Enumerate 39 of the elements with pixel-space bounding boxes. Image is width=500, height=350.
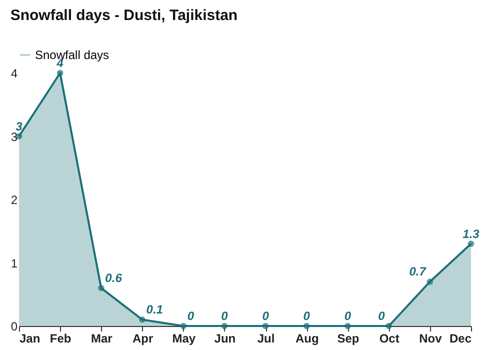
x-tick-label: Feb — [50, 332, 72, 346]
point — [56, 70, 64, 76]
point — [262, 322, 269, 330]
y-tick-label: 1 — [10, 256, 18, 270]
point — [386, 322, 392, 330]
x-tick-label: Oct — [379, 332, 400, 346]
text: 0.1 — [146, 302, 163, 317]
point — [221, 322, 228, 330]
text: 1.3 — [462, 226, 480, 241]
x-tick-label: Nov — [419, 332, 442, 346]
x-tick-label: Jul — [257, 332, 275, 346]
text: 0.6 — [105, 271, 122, 286]
x-tick-label: Aug — [295, 332, 319, 346]
chart-title: Snowfall days - Dusti, Tajikistan — [10, 7, 238, 24]
x-tick-label: May — [172, 332, 196, 346]
point — [344, 322, 351, 330]
y-tick-label: 4 — [10, 66, 18, 80]
x-tick-label: Jan — [20, 332, 40, 346]
y-tick-label: 3 — [10, 130, 18, 144]
y-tick-label: 2 — [10, 193, 18, 207]
y-tick-label: 0 — [10, 320, 18, 334]
text: 0 — [303, 309, 310, 323]
x-tick-label: Jun — [214, 332, 236, 346]
text: 0 — [344, 309, 352, 323]
point — [426, 278, 434, 285]
point — [468, 240, 474, 247]
x-tick-label: Dec — [449, 332, 472, 346]
text: 0 — [378, 309, 385, 323]
x-tick-label: Sep — [337, 332, 360, 346]
point — [303, 322, 310, 330]
x-tick-label: Apr — [132, 332, 154, 346]
text: 0.7 — [409, 264, 426, 279]
point — [180, 322, 187, 330]
point — [98, 284, 104, 292]
text: 0 — [262, 309, 269, 323]
point — [139, 316, 146, 323]
text: 0 — [187, 309, 194, 323]
text: 0 — [221, 309, 228, 323]
x-tick-label: Mar — [91, 332, 113, 346]
